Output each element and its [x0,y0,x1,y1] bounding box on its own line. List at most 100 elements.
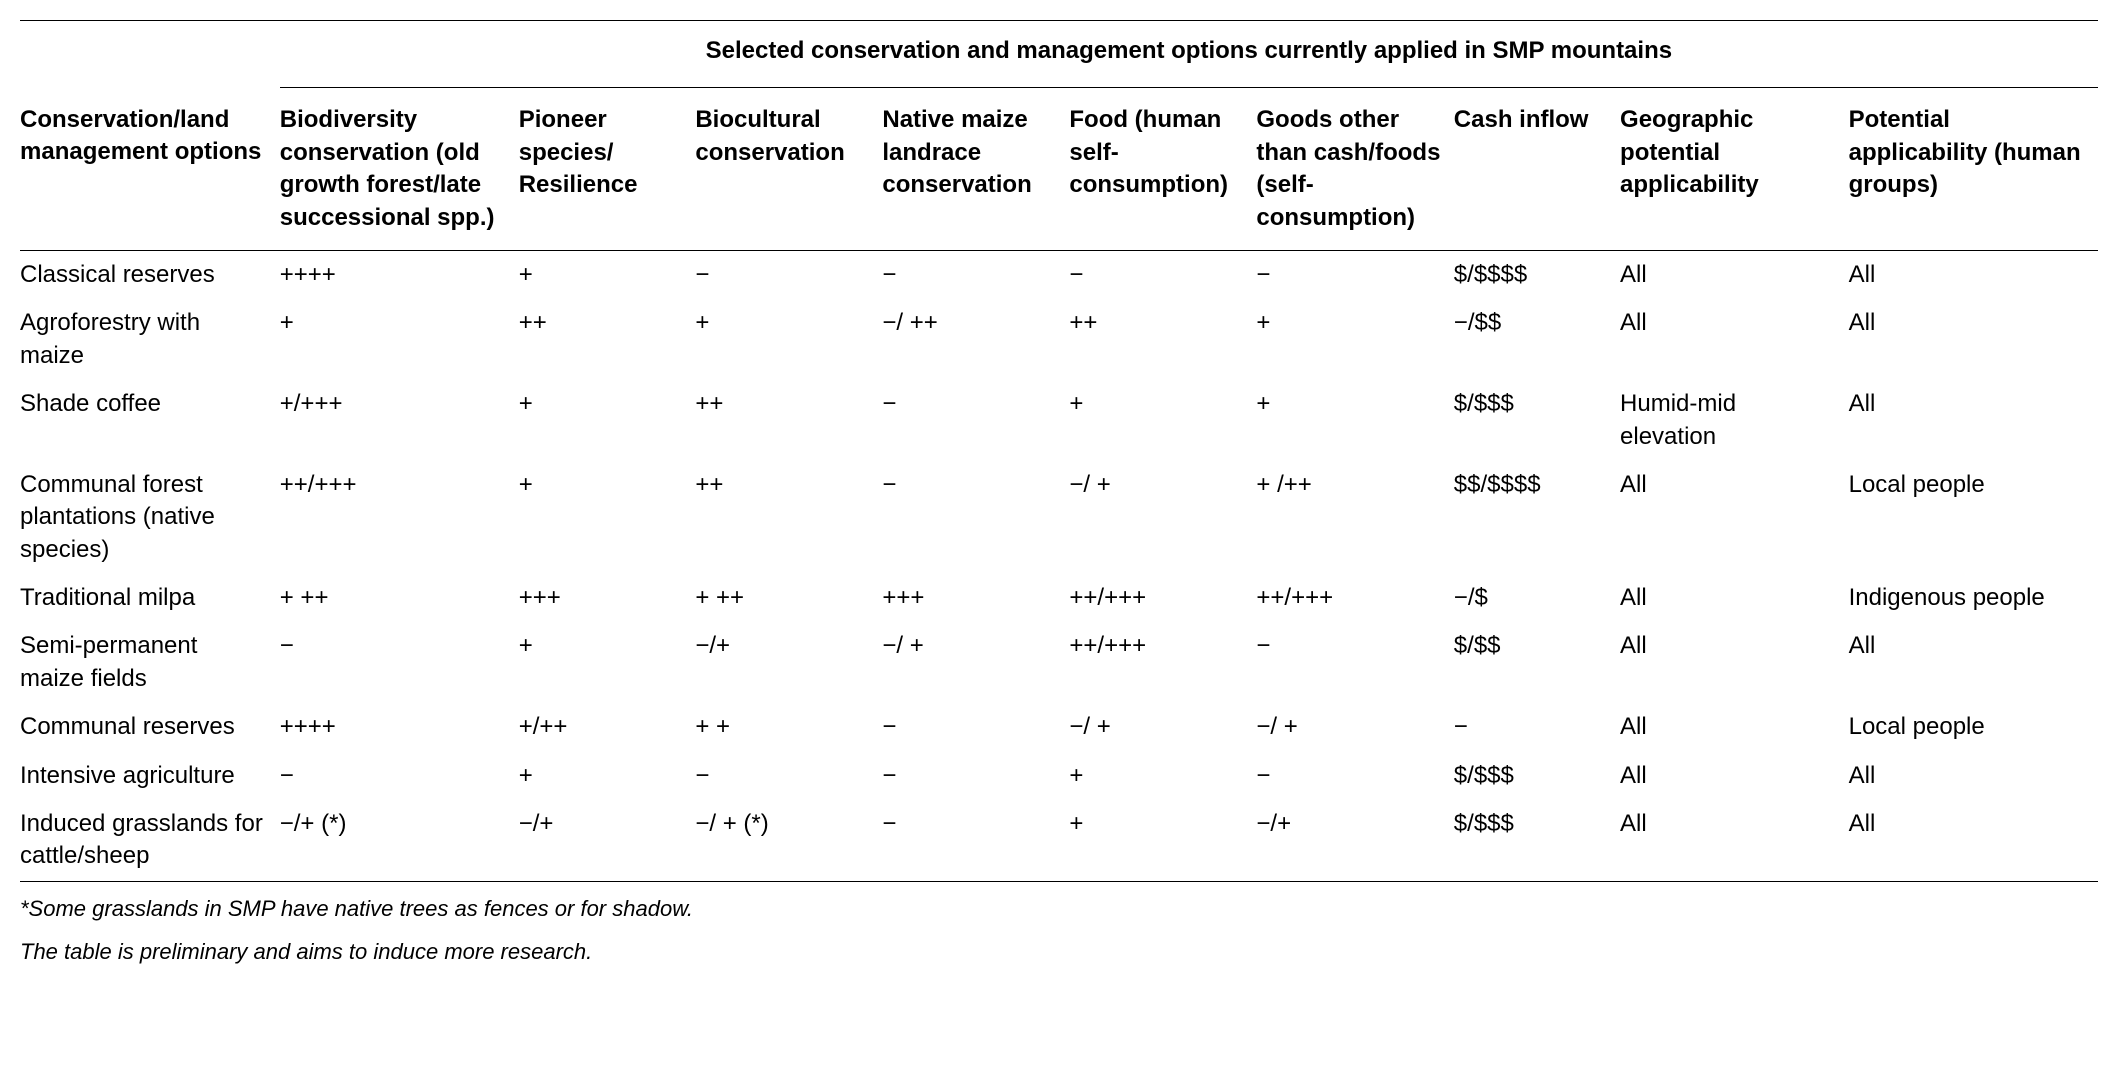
table-cell: −/ + [1069,703,1256,751]
row-label: Intensive agriculture [20,752,280,800]
table-cell: + + [695,703,882,751]
table-cell: ++ [695,461,882,574]
table-cell: + [1069,752,1256,800]
table-cell: All [1849,800,2098,881]
column-header: Food (human self-consumption) [1069,88,1256,251]
column-header: Pioneer species/ Resilience [519,88,696,251]
table-cell: −/ ++ [882,299,1069,380]
row-label: Communal reserves [20,703,280,751]
column-header: Potential applicability (human groups) [1849,88,2098,251]
table-cell: All [1849,622,2098,703]
footnote: The table is preliminary and aims to ind… [20,925,2098,968]
table-cell: − [695,250,882,299]
table-cell: − [1069,250,1256,299]
table-cell: − [1256,622,1453,703]
table-cell: + [1256,380,1453,461]
footnote: *Some grasslands in SMP have native tree… [20,882,2098,925]
table-cell: All [1849,299,2098,380]
table-cell: −/+ (*) [280,800,519,881]
table-cell: − [695,752,882,800]
table-cell: −/ + [1256,703,1453,751]
table-cell: −/+ [695,622,882,703]
table-cell: Local people [1849,461,2098,574]
table-cell: $/$$ [1454,622,1620,703]
footnotes: *Some grasslands in SMP have native tree… [20,882,2098,968]
column-header: Cash inflow [1454,88,1620,251]
row-label: Semi-permanent maize fields [20,622,280,703]
table-row: Communal forest plantations (native spec… [20,461,2098,574]
row-label: Classical reserves [20,250,280,299]
table-cell: − [1454,703,1620,751]
table-cell: + [1069,800,1256,881]
table-row: Shade coffee+/++++++−++$/$$$Humid-mid el… [20,380,2098,461]
table-cell: +++ [519,574,696,622]
table-cell: All [1849,250,2098,299]
row-label: Shade coffee [20,380,280,461]
super-header-empty [20,21,280,88]
table-cell: All [1620,461,1849,574]
table-cell: + [519,752,696,800]
table-cell: All [1620,622,1849,703]
table-cell: − [882,800,1069,881]
table-cell: +/++ [519,703,696,751]
row-label: Communal forest plantations (native spec… [20,461,280,574]
table-cell: All [1849,380,2098,461]
table-cell: + [1069,380,1256,461]
table-cell: + ++ [695,574,882,622]
table-cell: + [280,299,519,380]
table-row: Intensive agriculture−+−−+−$/$$$AllAll [20,752,2098,800]
table-cell: − [280,622,519,703]
table-cell: All [1620,800,1849,881]
table-cell: + [519,622,696,703]
table-cell: Local people [1849,703,2098,751]
column-header: Biocultural conservation [695,88,882,251]
table-row: Semi-permanent maize fields−+−/+−/ +++/+… [20,622,2098,703]
row-label: Traditional milpa [20,574,280,622]
table-cell: All [1620,299,1849,380]
table-row: Traditional milpa+ ++++++ +++++++/+++++/… [20,574,2098,622]
table-cell: + [519,461,696,574]
table-cell: − [882,703,1069,751]
table-cell: + [695,299,882,380]
table-cell: − [1256,250,1453,299]
row-label: Induced grasslands for cattle/sheep [20,800,280,881]
table-cell: +/+++ [280,380,519,461]
table-cell: All [1620,703,1849,751]
table-cell: All [1620,250,1849,299]
table-cell: −/ + (*) [695,800,882,881]
table-cell: ++/+++ [1069,574,1256,622]
table-cell: − [882,380,1069,461]
table-cell: − [882,250,1069,299]
table-cell: ++/+++ [280,461,519,574]
table-cell: + [1256,299,1453,380]
column-header: Native maize landrace conservation [882,88,1069,251]
table-row: Classical reserves+++++−−−−$/$$$$AllAll [20,250,2098,299]
table-cell: $/$$$ [1454,752,1620,800]
table-body: Classical reserves+++++−−−−$/$$$$AllAllA… [20,250,2098,881]
table-row: Agroforestry with maize++++−/ +++++−/$$A… [20,299,2098,380]
table-cell: −/+ [1256,800,1453,881]
column-header: Biodiversity conservation (old growth fo… [280,88,519,251]
table-cell: ++++ [280,250,519,299]
table-cell: $$/$$$$ [1454,461,1620,574]
table-cell: All [1620,752,1849,800]
table-row: Communal reserves+++++/+++ +−−/ +−/ +−Al… [20,703,2098,751]
conservation-table: Selected conservation and management opt… [20,20,2098,882]
table-cell: ++ [519,299,696,380]
table-row: Induced grasslands for cattle/sheep−/+ (… [20,800,2098,881]
table-cell: All [1849,752,2098,800]
table-cell: ++ [1069,299,1256,380]
super-header-row: Selected conservation and management opt… [20,21,2098,88]
table-cell: ++++ [280,703,519,751]
table-cell: − [280,752,519,800]
table-cell: $/$$$$ [1454,250,1620,299]
table-cell: $/$$$ [1454,800,1620,881]
super-header: Selected conservation and management opt… [280,21,2098,88]
table-cell: ++/+++ [1069,622,1256,703]
table-cell: −/$ [1454,574,1620,622]
table-cell: + /++ [1256,461,1453,574]
table-cell: −/ + [1069,461,1256,574]
table-cell: + [519,250,696,299]
row-label: Agroforestry with maize [20,299,280,380]
table-cell: +++ [882,574,1069,622]
